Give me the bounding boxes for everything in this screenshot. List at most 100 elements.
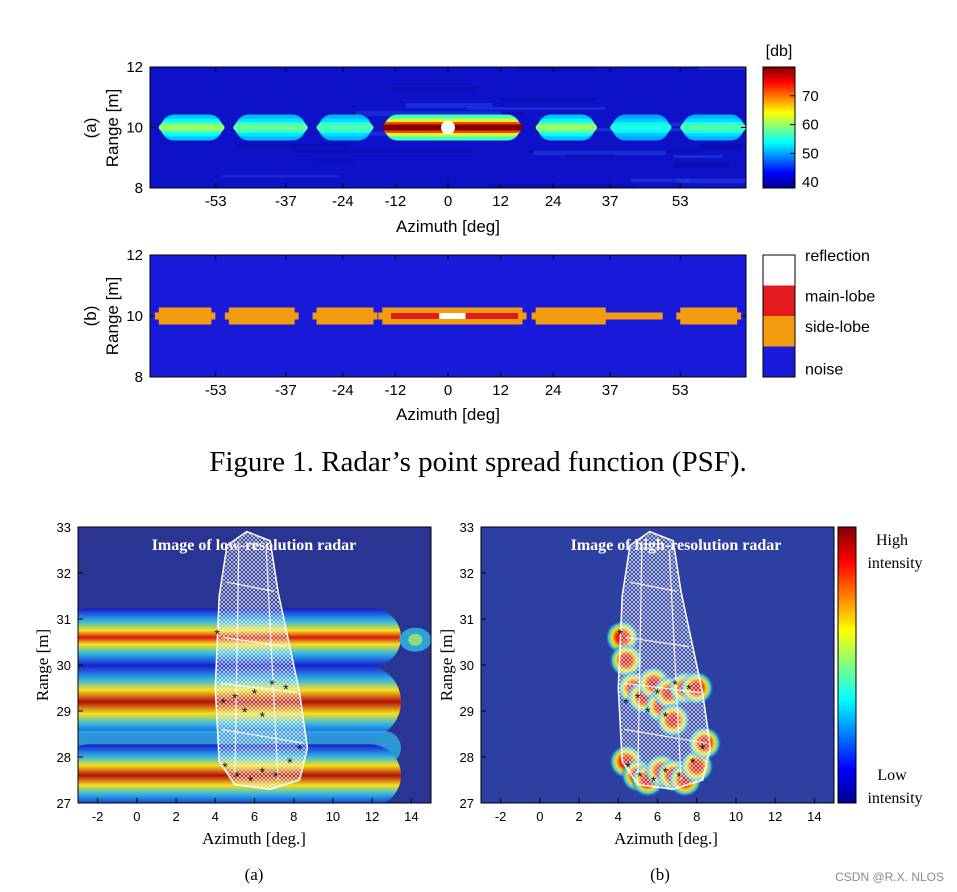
fig2b-xtick-label: 14 [807, 809, 821, 824]
fig2b-ylabel: Range [m] [437, 629, 456, 701]
fig2b-xlabel: Azimuth [deg.] [614, 829, 718, 848]
fig1a-colorbar-title: [db] [766, 43, 793, 60]
noise-streak [466, 107, 606, 110]
fig2b-car-frame-line [626, 636, 689, 648]
fig1a-lobe-1 [233, 124, 308, 131]
fig1b-legend-label: side-lobe [805, 319, 870, 336]
fig1b-side-lobe [605, 312, 663, 320]
watermark: CSDN @R.X. NLOS [835, 870, 944, 884]
fig2b-scatter-point: * [623, 695, 629, 711]
fig1b-legend-swatch [763, 316, 795, 347]
fig1a-target-reflection [441, 120, 455, 135]
fig2a-scatter-point: * [283, 681, 289, 697]
fig2a-car-frame-line [223, 636, 286, 648]
fig1b-side-lobe-arm [224, 312, 299, 320]
fig1a-colorbar [762, 66, 796, 189]
fig2b-xtick-label: 12 [768, 809, 782, 824]
fig2b-xtick-label: 0 [536, 809, 543, 824]
fig2b-car-frame-line [629, 581, 678, 592]
fig2a-scatter-point: * [234, 768, 240, 784]
fig2b-ytick-label: 27 [460, 796, 474, 811]
fig1a-xtick-label: -53 [205, 193, 227, 210]
fig1b-side-lobe-arm [676, 312, 742, 320]
fig1a-ytick-label: 10 [126, 120, 143, 137]
fig2b-scatter-point: * [676, 768, 682, 784]
fig1a-lobe-5 [610, 124, 672, 131]
noise-streak [355, 111, 502, 116]
fig2b-car-frame-line [637, 545, 643, 776]
fig2b-scatter-point: * [663, 764, 669, 780]
fig2b-y-ticks: 27 28 29 30 31 32 33 [460, 520, 486, 811]
noise-streak [314, 159, 356, 162]
fig1a-lobe-4 [535, 124, 597, 131]
fig1b-legend-label: noise [805, 362, 843, 379]
fig1a-x-ticks: -53 -37 -24 -12 0 12 24 37 53 [205, 67, 689, 210]
fig1a-xtick-label: -12 [385, 193, 407, 210]
fig2a-scatter-point: * [232, 690, 238, 706]
fig1b-x-ticks: -53 -37 -24 -12 0 12 24 37 53 [205, 255, 689, 399]
noise-streak [631, 178, 691, 183]
fig2a-xtick-label: 14 [404, 809, 418, 824]
fig2a-car-frame-line [226, 581, 275, 592]
fig2b-ytick-label: 31 [460, 612, 474, 627]
noise-streak [486, 184, 636, 188]
fig1a-cb-label: 60 [802, 117, 819, 134]
fig1a-cb-label: 40 [802, 174, 819, 191]
noise-streak [291, 150, 474, 153]
fig1b-xlabel: Azimuth [deg] [396, 405, 500, 424]
fig2a-tag: (a) [245, 865, 264, 884]
fig2a-car-frame-line [221, 682, 298, 694]
fig1a-xlabel: Azimuth [deg] [396, 217, 500, 236]
fig2b-scatter-point: * [618, 626, 624, 642]
fig2a-scatter-point: * [252, 686, 258, 702]
fig2a-x-ticks: -2 0 2 4 6 8 10 12 14 [92, 798, 419, 824]
fig1b-tag: (b) [81, 306, 100, 327]
noise-streak [235, 143, 350, 148]
fig1a-ytick-label: 8 [135, 180, 143, 197]
fig2b-ytick-label: 30 [460, 658, 474, 673]
fig2b-colorbar [837, 526, 857, 804]
fig1a-xtick-label: -24 [332, 193, 354, 210]
fig2a-scatter-point: * [260, 764, 266, 780]
fig1a-cb-label: 70 [802, 88, 819, 105]
fig2b-colorbar-high2: intensity [867, 555, 922, 572]
fig2b-car-frame-line [668, 549, 682, 781]
fig2a-scatter-point: * [269, 676, 275, 692]
fig2a-scatter-point: * [220, 695, 226, 711]
fig1a-lobe-0 [158, 124, 225, 131]
fig2a-xtick-label: 4 [212, 809, 219, 824]
fig2a-xtick-label: 12 [365, 809, 379, 824]
fig2b-scatter-point: * [663, 709, 669, 725]
fig2a-xtick-label: 6 [251, 809, 258, 824]
fig1a-xtick-label: 0 [444, 193, 452, 210]
fig1a-lobe-2 [316, 124, 374, 131]
fig1b-side-lobe-arm [154, 312, 216, 320]
fig1b-legend-swatch [763, 255, 795, 286]
fig2a-car-frame-line [234, 545, 240, 776]
fig2a-xtick-label: 0 [133, 809, 140, 824]
fig1a-xtick-label: -37 [275, 193, 297, 210]
fig2b-ytick-label: 33 [460, 520, 474, 535]
fig1b-xtick-label: 37 [602, 382, 619, 399]
fig1b-ylabel: Range [m] [103, 277, 122, 355]
fig1b-side-lobe-arm [531, 312, 610, 320]
fig1a-xtick-label: 37 [602, 193, 619, 210]
fig2b-ytick-label: 28 [460, 750, 474, 765]
fig2a-ytick-label: 29 [57, 704, 71, 719]
fig1a-tag: (a) [81, 118, 100, 139]
fig2a-car-frame-line [221, 728, 304, 744]
fig2-panel-a: ** ***** *** ** *** Image of low-resolution … [33, 520, 432, 884]
fig2a-scatter-point: * [297, 741, 303, 757]
fig2b-tag: (b) [650, 865, 670, 884]
fig1b-legend-swatch [763, 285, 795, 316]
fig2a-scatter-point: * [260, 709, 266, 725]
fig2a-scatter-point: * [215, 626, 221, 642]
fig2b-colorbar-low2: intensity [867, 790, 922, 807]
fig1-panel-b: -53 -37 -24 -12 0 12 24 37 53 8 10 12 Azimuth [deg… [81, 247, 875, 424]
figure1-caption: Figure 1. Radar’s point spread function … [209, 446, 747, 478]
fig2a-scatter-point: * [248, 773, 254, 789]
fig1b-xtick-label: -37 [275, 382, 297, 399]
noise-streak [220, 175, 339, 178]
fig2a-ytick-label: 28 [57, 750, 71, 765]
fig2b-car-frame-line [624, 682, 701, 694]
